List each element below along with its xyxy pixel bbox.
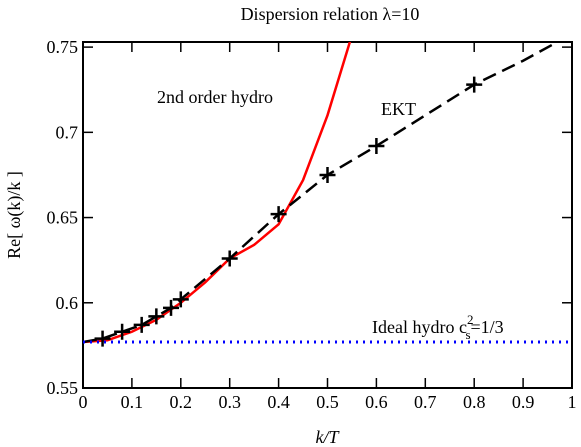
y-tick-label: 0.65 xyxy=(47,208,79,228)
y-tick-label: 0.7 xyxy=(56,122,79,142)
x-tick-label: 0.4 xyxy=(267,392,290,412)
data-point xyxy=(133,316,150,333)
data-point xyxy=(114,323,131,340)
data-point xyxy=(368,137,385,154)
x-tick-label: 0.1 xyxy=(121,392,144,412)
x-tick-label: 0 xyxy=(79,392,88,412)
x-tick-label: 0.8 xyxy=(463,392,486,412)
y-tick-label: 0.55 xyxy=(47,378,79,398)
x-tick-label: 1 xyxy=(568,392,577,412)
annotation-part: =1/3 xyxy=(471,317,504,337)
data-point xyxy=(270,206,287,223)
x-tick-label: 0.3 xyxy=(218,392,241,412)
annotation: Ideal hydro c2 s=1/3 xyxy=(372,312,504,342)
data-point xyxy=(148,308,165,325)
data-point xyxy=(319,166,336,183)
data-point xyxy=(466,76,483,93)
data-point xyxy=(172,291,189,308)
x-tick-label: 0.9 xyxy=(512,392,535,412)
data-point xyxy=(163,299,180,316)
x-tick-label: 0.7 xyxy=(414,392,437,412)
data-point xyxy=(94,330,111,347)
x-tick-label: 0.6 xyxy=(365,392,388,412)
annotation-part: s xyxy=(465,327,470,342)
y-axis-label: Re[ ω(k)/k ] xyxy=(4,171,25,259)
y-tick-label: 0.6 xyxy=(56,293,79,313)
annotation-part: 2 xyxy=(467,312,474,327)
data-point xyxy=(221,250,238,267)
x-axis-label: k/T xyxy=(315,427,340,447)
annotation: EKT xyxy=(381,99,416,119)
series-line xyxy=(83,42,352,344)
chart-title: Dispersion relation λ=10 xyxy=(241,4,420,24)
annotation-part: Ideal hydro c xyxy=(372,317,467,337)
annotation: 2nd order hydro xyxy=(157,87,273,107)
x-tick-label: 0.5 xyxy=(316,392,339,412)
series-line xyxy=(83,42,558,344)
y-tick-label: 0.75 xyxy=(47,37,79,57)
x-tick-label: 0.2 xyxy=(170,392,193,412)
plot-area xyxy=(83,42,572,347)
